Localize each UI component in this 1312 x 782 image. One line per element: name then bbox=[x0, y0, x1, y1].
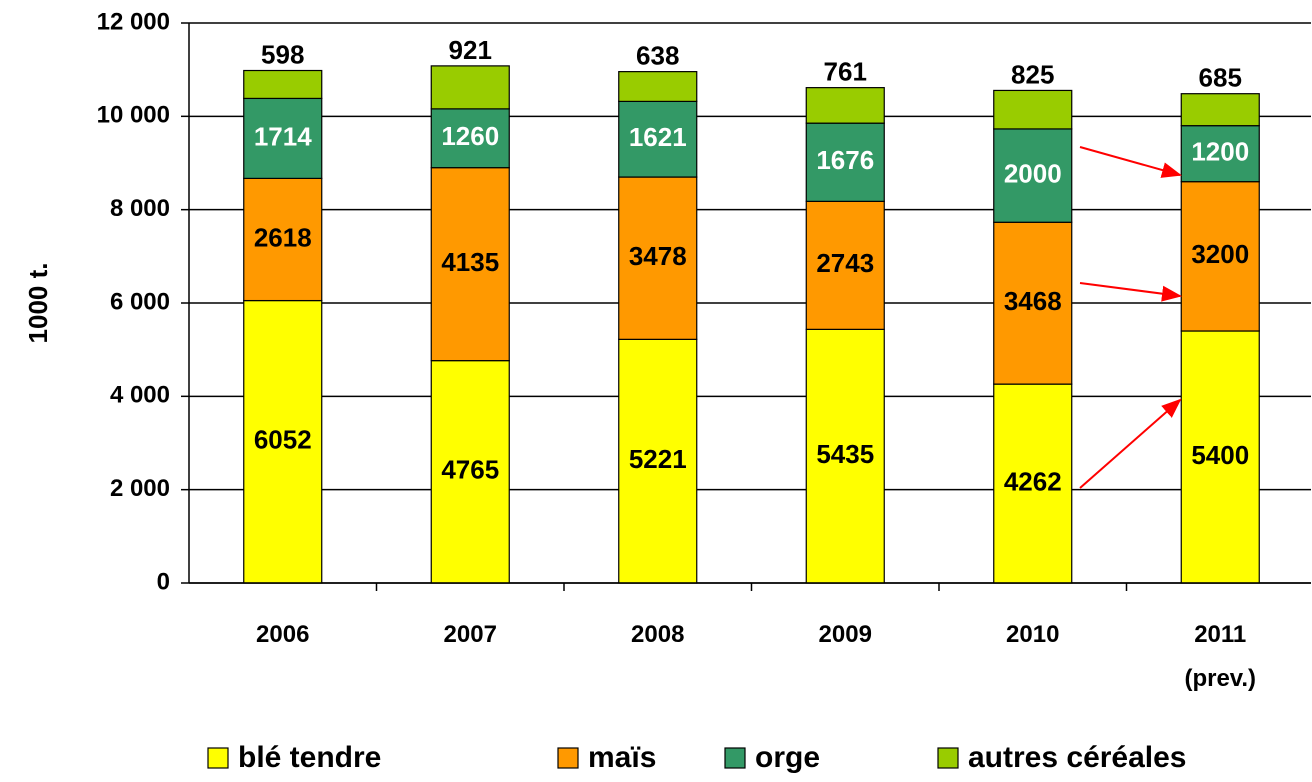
bar-segment bbox=[993, 89, 1073, 130]
data-label: 2743 bbox=[816, 248, 874, 278]
y-tick-label: 0 bbox=[157, 568, 170, 595]
legend-swatch bbox=[557, 747, 579, 769]
bar-segment bbox=[618, 176, 698, 340]
bar-segment bbox=[993, 128, 1073, 223]
data-label: 3478 bbox=[629, 241, 687, 271]
bar-segment bbox=[430, 360, 510, 584]
data-label: 3200 bbox=[1191, 239, 1249, 269]
legend-label: orge bbox=[755, 741, 820, 774]
legend-swatch bbox=[724, 747, 746, 769]
arrow bbox=[1079, 282, 1182, 302]
data-label: 638 bbox=[636, 41, 679, 71]
legend-swatch bbox=[937, 747, 959, 769]
data-label: 921 bbox=[449, 35, 492, 65]
bar-segment bbox=[805, 87, 885, 124]
bar-segment bbox=[618, 338, 698, 584]
data-label: 2618 bbox=[254, 222, 312, 252]
x-tick-label: 2010 bbox=[1006, 621, 1059, 648]
y-axis-label: 1000 t. bbox=[23, 263, 53, 344]
bar-segment bbox=[805, 122, 885, 202]
data-label: 761 bbox=[824, 57, 867, 87]
y-tick-label: 4 000 bbox=[110, 382, 170, 409]
data-label: 825 bbox=[1011, 59, 1054, 89]
data-label: 1676 bbox=[816, 145, 874, 175]
bar-segment bbox=[243, 69, 323, 100]
bar-segment bbox=[243, 177, 323, 302]
annotation-arrows bbox=[1079, 146, 1182, 489]
bar-segment bbox=[1180, 125, 1260, 183]
legend-label: autres céréales bbox=[968, 741, 1187, 774]
bar-segment bbox=[1180, 330, 1260, 584]
data-label: 1200 bbox=[1191, 137, 1249, 167]
data-label: 598 bbox=[261, 39, 304, 69]
bar-segment bbox=[993, 221, 1073, 385]
bar-segment bbox=[243, 299, 323, 584]
y-tick-label: 10 000 bbox=[97, 102, 170, 129]
data-label: 685 bbox=[1199, 63, 1242, 93]
bar-segment bbox=[430, 65, 510, 110]
bar-segment bbox=[430, 108, 510, 169]
data-label: 4765 bbox=[441, 455, 499, 485]
arrow bbox=[1079, 146, 1182, 178]
data-label: 4262 bbox=[1004, 466, 1062, 496]
data-label: 5400 bbox=[1191, 440, 1249, 470]
y-tick-label: 12 000 bbox=[97, 8, 170, 35]
y-tick-label: 6 000 bbox=[110, 288, 170, 315]
data-label: 1621 bbox=[629, 122, 687, 152]
legend-label: maïs bbox=[588, 741, 656, 774]
data-label: 5435 bbox=[816, 439, 874, 469]
x-tick-label: 2006 bbox=[256, 621, 309, 648]
bar-segment bbox=[805, 328, 885, 584]
data-label: 4135 bbox=[441, 247, 499, 277]
bar-segment bbox=[430, 167, 510, 362]
bar-segment bbox=[618, 71, 698, 102]
y-tick-label: 2 000 bbox=[110, 475, 170, 502]
x-tick-label: 2008 bbox=[631, 621, 684, 648]
x-tick-label: 2009 bbox=[819, 621, 872, 648]
data-label: 6052 bbox=[254, 425, 312, 455]
arrow bbox=[1079, 398, 1182, 489]
data-label: 2000 bbox=[1004, 158, 1062, 188]
x-tick-label: 2007 bbox=[444, 621, 497, 648]
data-label: 5221 bbox=[629, 444, 687, 474]
bar-segment bbox=[993, 383, 1073, 584]
data-label: 3468 bbox=[1004, 286, 1062, 316]
bar-segment bbox=[243, 97, 323, 179]
bar-segment bbox=[618, 100, 698, 178]
bar-segment bbox=[1180, 93, 1260, 127]
bar-segment bbox=[1180, 181, 1260, 332]
data-label: 1714 bbox=[254, 121, 312, 151]
data-label: 1260 bbox=[441, 121, 499, 151]
legend-label: blé tendre bbox=[238, 741, 381, 774]
bar-segment bbox=[805, 200, 885, 330]
y-tick-label: 8 000 bbox=[110, 195, 170, 222]
x-tick-label: 2011 (prev.) bbox=[1184, 621, 1256, 692]
legend-swatch bbox=[207, 747, 229, 769]
